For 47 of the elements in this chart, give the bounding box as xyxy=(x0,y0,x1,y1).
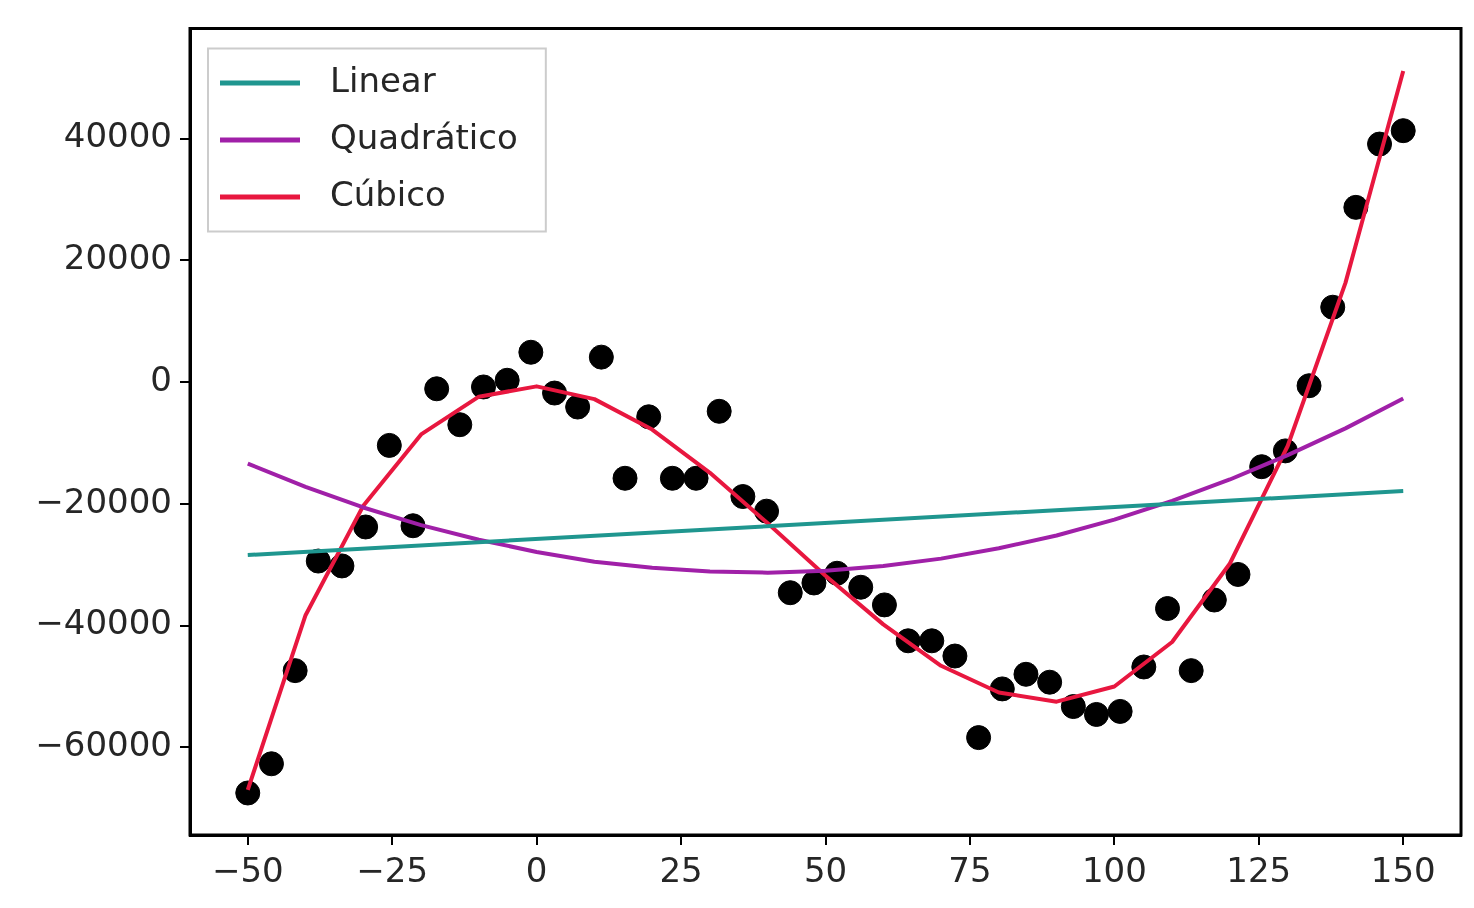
x-tick-label: −25 xyxy=(356,850,429,891)
x-tick-label: 50 xyxy=(803,850,848,891)
legend-label: Cúbico xyxy=(330,173,446,214)
x-tick-label: 125 xyxy=(1226,850,1292,891)
point xyxy=(235,780,261,806)
y-tick-label: 40000 xyxy=(63,115,172,156)
legend-label: Linear xyxy=(330,59,436,100)
x-tick-label: 0 xyxy=(525,850,548,891)
point xyxy=(1155,596,1181,622)
y-tick-label: 0 xyxy=(150,358,172,399)
point xyxy=(424,376,450,402)
point xyxy=(1107,698,1133,724)
point xyxy=(1178,658,1204,684)
point xyxy=(966,725,992,751)
point xyxy=(518,339,544,365)
point xyxy=(1013,661,1039,687)
point xyxy=(871,592,897,618)
point xyxy=(1037,669,1063,695)
point xyxy=(1390,118,1416,144)
x-tick-label: 75 xyxy=(948,850,992,891)
point xyxy=(376,432,402,458)
point xyxy=(919,628,945,654)
point xyxy=(848,574,874,600)
x-tick-label: 100 xyxy=(1081,850,1147,891)
point xyxy=(706,398,732,424)
point xyxy=(777,580,803,606)
point xyxy=(1083,701,1109,727)
y-tick-label: 20000 xyxy=(63,237,172,278)
y-tick-label: −20000 xyxy=(35,480,172,521)
point xyxy=(683,465,709,491)
point xyxy=(258,751,284,777)
y-tick-label: −60000 xyxy=(35,724,172,765)
point xyxy=(801,570,827,596)
point xyxy=(353,514,379,540)
point xyxy=(494,367,520,393)
y-tick-label: −40000 xyxy=(35,602,172,643)
point xyxy=(588,344,614,370)
x-tick-label: 25 xyxy=(659,850,703,891)
point xyxy=(942,643,968,669)
point xyxy=(447,412,473,438)
legend-label: Quadrático xyxy=(330,116,518,157)
x-tick-label: −50 xyxy=(211,850,284,891)
point xyxy=(612,465,638,491)
point xyxy=(659,465,685,491)
point xyxy=(565,394,591,420)
point xyxy=(1225,561,1251,587)
x-tick-label: 150 xyxy=(1370,850,1436,891)
